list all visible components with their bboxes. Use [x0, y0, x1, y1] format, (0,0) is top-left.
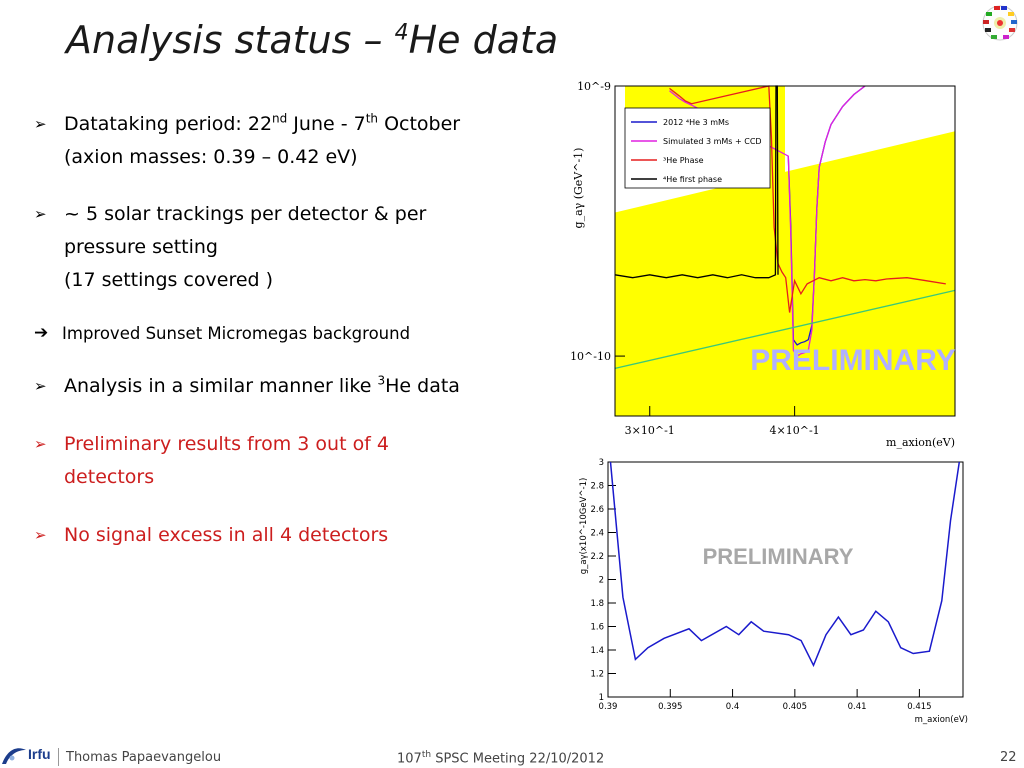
x-tick-label: 4×10^-1	[770, 424, 820, 437]
x-tick-label: 0.4	[726, 702, 740, 712]
series-line-3	[614, 85, 779, 279]
y-tick-label: 1.8	[590, 599, 604, 609]
bullet-datataking: ➢ Datataking period: 22nd June - 7th Oct…	[34, 108, 534, 174]
y-tick-label: 3	[599, 458, 604, 468]
bullet-no-excess: ➢ No signal excess in all 4 detectors	[34, 519, 534, 552]
y-tick-label: 2.2	[590, 552, 604, 562]
y-tick-label: 2	[599, 576, 604, 586]
preliminary-watermark: PRELIMINARY	[750, 344, 956, 377]
y-tick-label: 1.2	[590, 670, 604, 680]
limit-curve-0	[609, 461, 961, 668]
x-tick-label: 0.405	[783, 702, 807, 712]
bullet-arrow-icon: ➢	[34, 526, 47, 544]
y-tick-label: 1.6	[590, 623, 604, 633]
irfu-logo-text: Irfu	[28, 746, 51, 762]
exclusion-plot: 3×10^-1 4×10^-1 10^-9 10^-10 m_axion(eV) g_aγ…	[570, 80, 956, 449]
coupling-plot: 11.21.41.61.822.22.42.62.830.39 0.395 0.4 0…	[579, 458, 968, 725]
footer-meeting: 107th SPSC Meeting 22/10/2012	[397, 750, 605, 767]
x-tick-label: 0.39	[599, 702, 618, 712]
bullet-list: ➢ Datataking period: 22nd June - 7th Oct…	[34, 108, 534, 552]
y-axis-label: g_aγ (GeV^-1)	[572, 148, 585, 229]
legend-label: Simulated 3 mMs + CCD	[663, 137, 762, 146]
y-tick-label: 1.4	[590, 646, 604, 656]
series-line-2	[669, 85, 946, 313]
legend-label: ³He Phase	[663, 156, 704, 165]
y-tick-label: 2.8	[590, 482, 604, 492]
exclusion-region	[615, 86, 955, 416]
bullet-arrow-icon: ➢	[34, 115, 47, 133]
plot1-legend: 2012 ⁴He 3 mMs Simulated 3 mMs + CCD ³He P…	[624, 107, 771, 189]
title-rest: He data	[408, 18, 559, 62]
bullet-micromegas: ➔ Improved Sunset Micromegas background	[34, 317, 534, 350]
legend-label: ⁴He first phase	[663, 175, 722, 184]
bullet-trackings: ➢ ~ 5 solar trackings per detector & per…	[34, 198, 534, 297]
preliminary-watermark: PRELIMINARY	[703, 544, 854, 569]
x-axis-label: m_axion(eV)	[886, 436, 955, 449]
x-tick-label: 0.415	[907, 702, 931, 712]
legend-label: 2012 ⁴He 3 mMs	[663, 118, 729, 127]
bullet-arrow-icon: ➢	[34, 435, 47, 453]
y-tick-label: 2.6	[590, 505, 604, 515]
y-tick-label: 2.4	[590, 529, 604, 539]
y-tick-label: 10^-10	[570, 350, 611, 363]
plot2-frame	[607, 461, 964, 698]
bullet-arrow-icon: ➢	[34, 377, 47, 395]
y-axis-label: g_aγ(x10^-10GeV^-1)	[579, 478, 589, 575]
slide-title: Analysis status – 4He data	[66, 18, 558, 62]
y-tick-label: 10^-9	[577, 80, 611, 93]
footer-divider	[58, 748, 59, 766]
x-tick-label: 0.395	[658, 702, 682, 712]
plot1-border	[614, 85, 956, 417]
bullet-arrow-icon: ➢	[34, 205, 47, 223]
bullet-preliminary: ➢ Preliminary results from 3 out of 4 de…	[34, 428, 534, 494]
y-tick-label: 1	[599, 693, 604, 703]
title-sup: 4	[394, 20, 409, 46]
x-tick-label: 3×10^-1	[625, 424, 675, 437]
footer-page-number: 22	[1000, 750, 1017, 765]
title-main: Analysis status –	[66, 18, 395, 62]
x-tick-label: 0.41	[848, 702, 867, 712]
footer-author: Thomas Papaevangelou	[66, 750, 222, 765]
irfu-logo-icon	[2, 748, 26, 764]
x-axis-label: m_axion(eV)	[915, 715, 968, 725]
collaboration-logo	[982, 5, 1018, 41]
bullet-analysis: ➢ Analysis in a similar manner like 3He …	[34, 370, 534, 403]
bold-arrow-icon: ➔	[34, 323, 49, 343]
series-line-4	[614, 289, 956, 370]
